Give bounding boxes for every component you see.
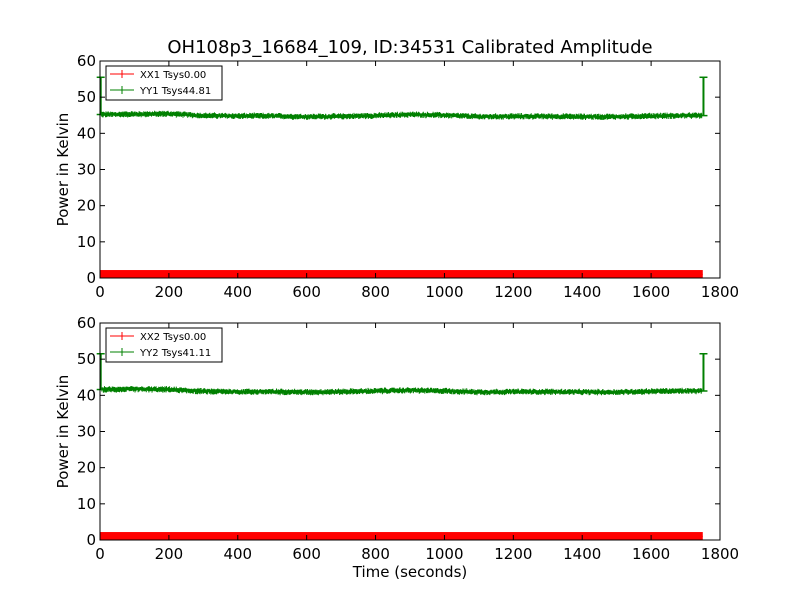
series-line-2 (99, 113, 703, 118)
x-tick-label: 400 (223, 283, 252, 301)
chart-panel-1: 0 200 400 600 800 1000 1200 1400 1600 1800 0 10 20 30… (54, 52, 739, 301)
y-tick-label: 50 (77, 88, 96, 106)
x-tick-label: 1400 (563, 545, 601, 563)
legend-label-2: YY1 Tsys44.81 (139, 86, 211, 97)
x-tick-label: 200 (155, 545, 184, 563)
legend: XX2 Tsys0.00 YY2 Tsys41.11 (105, 327, 223, 363)
chart-title: OH108p3_16684_109, ID:34531 Calibrated A… (167, 37, 652, 58)
series-1-2 (96, 76, 708, 120)
y-tick-label: 10 (77, 495, 96, 513)
legend: XX1 Tsys0.00 YY1 Tsys44.81 (105, 65, 223, 101)
x-tick-label: 0 (95, 545, 105, 563)
y-tick-label: 0 (86, 531, 96, 549)
x-tick-label: 1000 (425, 283, 463, 301)
x-tick-label: 800 (361, 545, 390, 563)
chart-panel-2: 0 200 400 600 800 1000 1200 1400 1600 1800 0 10 20 30… (54, 314, 739, 563)
x-tick-label: 200 (155, 283, 184, 301)
y-tick-label: 0 (86, 269, 96, 287)
x-tick-label: 1400 (563, 283, 601, 301)
x-tick-label: 1600 (632, 545, 670, 563)
y-tick-label: 40 (77, 386, 96, 404)
y-tick-label: 10 (77, 233, 96, 251)
y-tick-label: 30 (77, 161, 96, 179)
x-tick-label: 1600 (632, 283, 670, 301)
legend-label-2: YY2 Tsys41.11 (139, 348, 211, 359)
x-tick-label: 1800 (701, 283, 739, 301)
x-tick-label: 600 (292, 545, 321, 563)
y-axis-label: Power in Kelvin (54, 113, 72, 227)
series-2-2 (96, 352, 708, 396)
x-tick-label: 1800 (701, 545, 739, 563)
y-tick-label: 40 (77, 124, 96, 142)
legend-label-1: XX1 Tsys0.00 (140, 70, 206, 81)
y-tick-label: 20 (77, 459, 96, 477)
legend-label-1: XX2 Tsys0.00 (140, 332, 206, 343)
y-tick-label: 50 (77, 350, 96, 368)
x-tick-label: 1200 (494, 545, 532, 563)
y-tick-label: 20 (77, 197, 96, 215)
series-2-1 (100, 532, 703, 540)
x-tick-label: 1000 (425, 545, 463, 563)
y-tick-label: 60 (77, 314, 96, 332)
legend-box (105, 65, 223, 101)
x-tick-label: 400 (223, 545, 252, 563)
y-tick-label: 60 (77, 52, 96, 70)
x-tick-label: 600 (292, 283, 321, 301)
x-tick-label: 800 (361, 283, 390, 301)
series-1-1 (100, 270, 703, 278)
legend-box (105, 327, 223, 363)
y-tick-label: 30 (77, 423, 96, 441)
x-axis-label: Time (seconds) (352, 563, 468, 581)
chart-panels: 0 200 400 600 800 1000 1200 1400 1600 18000102030… (54, 52, 739, 563)
x-tick-label: 0 (95, 283, 105, 301)
series-line-2 (99, 388, 703, 393)
y-axis-label: Power in Kelvin (54, 375, 72, 489)
x-tick-label: 1200 (494, 283, 532, 301)
